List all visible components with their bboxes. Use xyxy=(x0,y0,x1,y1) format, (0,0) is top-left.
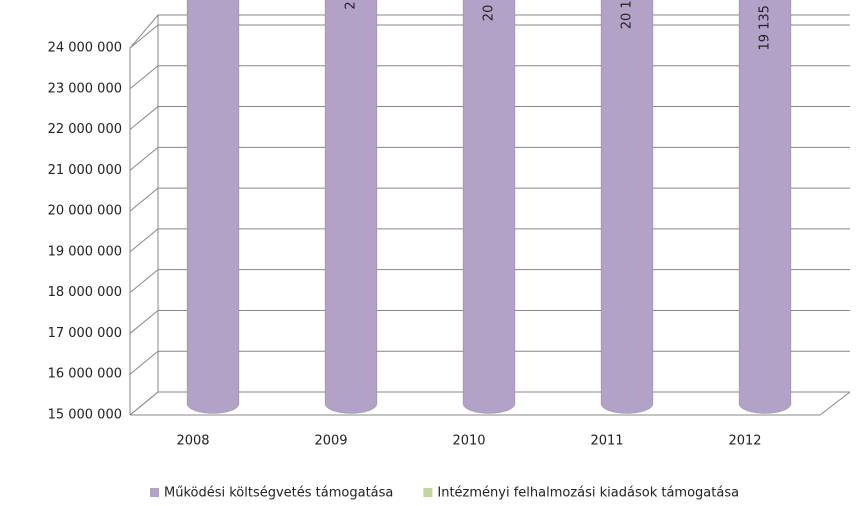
bar-segment xyxy=(738,0,792,414)
legend-swatch xyxy=(423,488,433,497)
value-label: 20 181 082 xyxy=(620,0,635,29)
legend-swatch xyxy=(150,488,159,497)
legend-label: Működési költségvetés támogatása xyxy=(164,486,393,501)
bar-segment xyxy=(462,0,516,414)
x-tick-label: 2008 xyxy=(176,434,209,449)
x-tick-label: 2012 xyxy=(728,434,761,449)
value-label: 21 143 391 xyxy=(344,0,359,10)
x-tick-label: 2011 xyxy=(590,434,623,449)
value-label: 20 576 429 xyxy=(482,0,497,21)
y-tick-label: 23 000 000 xyxy=(48,81,122,96)
bar-segment xyxy=(600,0,654,414)
y-tick-label: 15 000 000 xyxy=(48,408,122,423)
x-tick-label: 2010 xyxy=(452,434,485,449)
bar-segment xyxy=(324,0,378,414)
y-tick-label: 16 000 000 xyxy=(48,367,122,382)
bar-segment xyxy=(186,0,240,414)
y-tick-label: 19 000 000 xyxy=(48,244,122,259)
y-tick-label: 24 000 000 xyxy=(48,41,122,56)
value-label: 19 135 923 xyxy=(758,0,773,51)
y-tick-label: 17 000 000 xyxy=(48,326,122,341)
y-tick-label: 18 000 000 xyxy=(48,285,122,300)
y-tick-label: 21 000 000 xyxy=(48,163,122,178)
legend-label: Intézményi felhalmozási kiadások támogat… xyxy=(437,486,739,501)
x-tick-label: 2009 xyxy=(314,434,347,449)
y-tick-label: 22 000 000 xyxy=(48,122,122,137)
y-tick-label: 20 000 000 xyxy=(48,204,122,219)
